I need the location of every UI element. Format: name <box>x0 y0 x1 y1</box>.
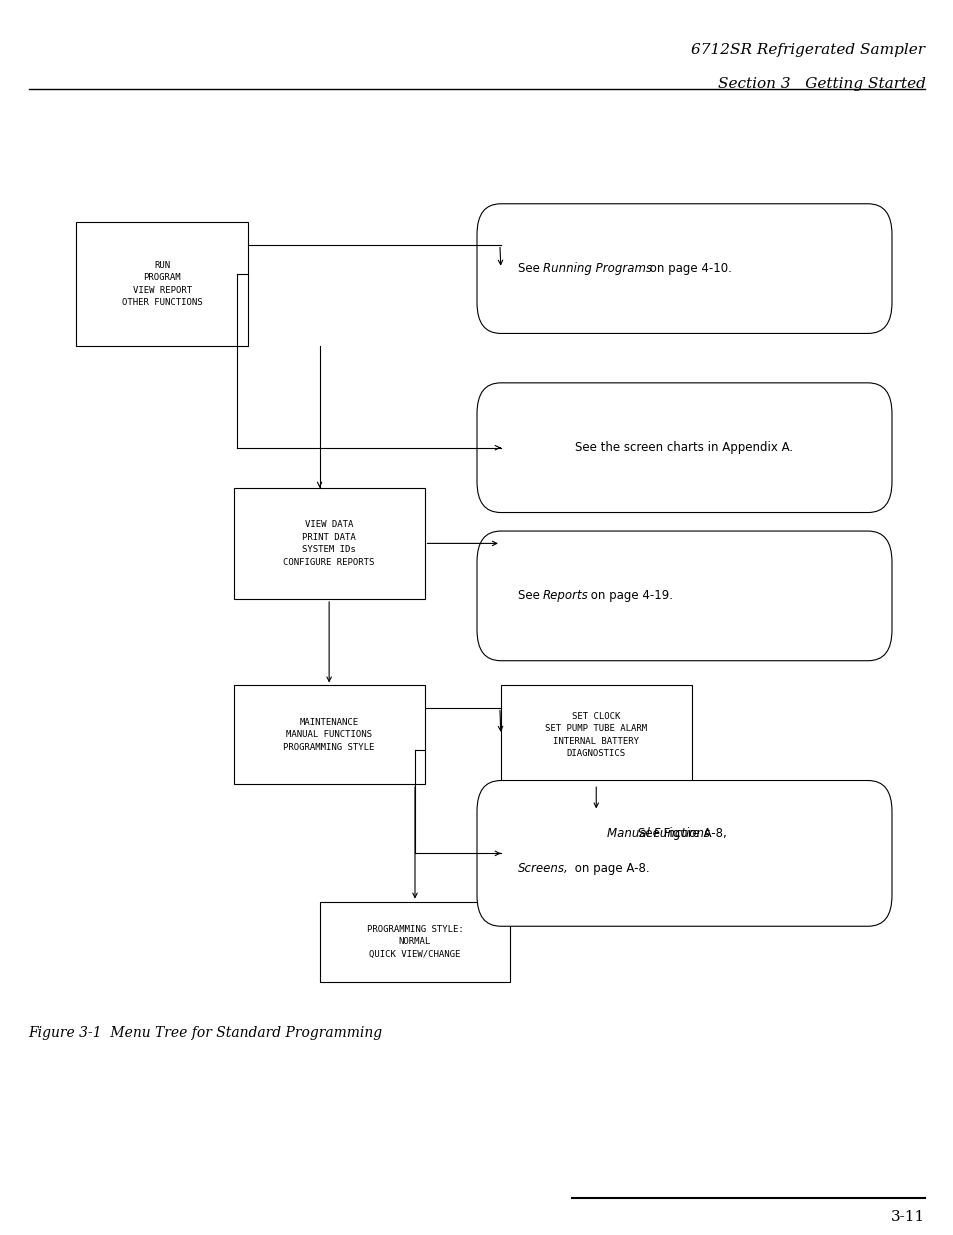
Text: 6712SR Refrigerated Sampler: 6712SR Refrigerated Sampler <box>691 43 924 57</box>
Text: RUN
PROGRAM
VIEW REPORT
OTHER FUNCTIONS: RUN PROGRAM VIEW REPORT OTHER FUNCTIONS <box>122 261 202 308</box>
FancyBboxPatch shape <box>476 531 891 661</box>
Text: Reports: Reports <box>542 589 588 603</box>
Text: See: See <box>517 589 543 603</box>
Text: VIEW DATA
PRINT DATA
SYSTEM IDs
CONFIGURE REPORTS: VIEW DATA PRINT DATA SYSTEM IDs CONFIGUR… <box>283 520 375 567</box>
FancyBboxPatch shape <box>476 781 891 926</box>
Text: See the screen charts in Appendix A.: See the screen charts in Appendix A. <box>575 441 793 454</box>
Text: on page A-8.: on page A-8. <box>571 862 649 874</box>
Text: Manual Functions: Manual Functions <box>606 827 709 840</box>
Text: See Figure A-8,: See Figure A-8, <box>638 827 730 840</box>
FancyBboxPatch shape <box>319 902 510 982</box>
FancyBboxPatch shape <box>500 685 691 784</box>
FancyBboxPatch shape <box>476 204 891 333</box>
Text: Running Programs: Running Programs <box>542 262 651 275</box>
Text: on page 4-10.: on page 4-10. <box>645 262 731 275</box>
FancyBboxPatch shape <box>233 488 424 599</box>
Text: 3-11: 3-11 <box>890 1210 924 1224</box>
Text: on page 4-19.: on page 4-19. <box>586 589 672 603</box>
Text: Screens,: Screens, <box>517 862 568 874</box>
Text: See: See <box>517 262 543 275</box>
Text: PROGRAMMING STYLE:
NORMAL
QUICK VIEW/CHANGE: PROGRAMMING STYLE: NORMAL QUICK VIEW/CHA… <box>366 925 463 958</box>
Text: MAINTENANCE
MANUAL FUNCTIONS
PROGRAMMING STYLE: MAINTENANCE MANUAL FUNCTIONS PROGRAMMING… <box>283 718 375 752</box>
Text: Figure 3-1  Menu Tree for Standard Programming: Figure 3-1 Menu Tree for Standard Progra… <box>29 1026 382 1040</box>
Text: SET CLOCK
SET PUMP TUBE ALARM
INTERNAL BATTERY
DIAGNOSTICS: SET CLOCK SET PUMP TUBE ALARM INTERNAL B… <box>544 711 647 758</box>
FancyBboxPatch shape <box>233 685 424 784</box>
FancyBboxPatch shape <box>76 222 248 346</box>
FancyBboxPatch shape <box>476 383 891 513</box>
Text: Section 3   Getting Started: Section 3 Getting Started <box>717 77 924 90</box>
